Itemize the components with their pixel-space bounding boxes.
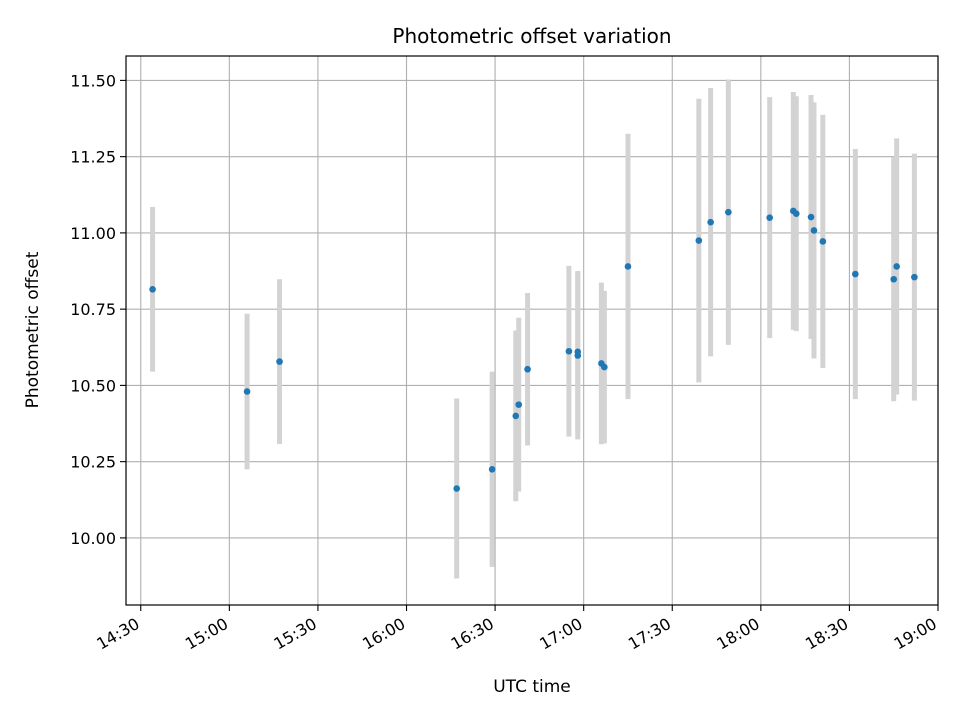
grid <box>126 56 939 605</box>
data-point <box>453 485 461 492</box>
data-point <box>852 270 859 278</box>
x-tick-label: 17:30 <box>625 614 674 654</box>
y-tick-label: 11.50 <box>70 71 116 90</box>
x-tick-label: 17:00 <box>536 614 585 654</box>
data-point <box>707 218 714 226</box>
data-point <box>807 213 815 221</box>
data-point <box>524 365 531 373</box>
y-tick-label: 10.00 <box>70 529 116 548</box>
data-point <box>893 263 900 270</box>
errorbars <box>150 79 917 579</box>
x-tick-label: 19:00 <box>891 614 940 654</box>
x-tick-label: 16:00 <box>359 614 408 654</box>
data-point <box>911 273 918 281</box>
data-point <box>149 286 156 293</box>
data-point <box>488 465 496 473</box>
data-point <box>565 347 573 355</box>
y-tick-label: 11.00 <box>70 224 116 243</box>
data-point <box>512 412 520 420</box>
data-points <box>149 207 918 492</box>
data-point <box>624 263 632 270</box>
x-tick-label: 15:30 <box>270 614 319 654</box>
y-tick-label: 10.25 <box>70 453 116 472</box>
data-point <box>695 237 703 244</box>
data-point <box>601 363 608 371</box>
data-point <box>890 275 898 283</box>
data-point <box>243 388 251 395</box>
data-point <box>515 401 523 408</box>
data-point <box>276 358 283 365</box>
plot-frame <box>125 55 939 606</box>
x-axis-label: UTC time <box>493 677 571 697</box>
x-tick-label: 16:30 <box>448 614 497 654</box>
data-point <box>725 208 732 216</box>
data-point <box>792 210 800 217</box>
x-tick-label: 18:30 <box>802 614 851 654</box>
data-point <box>574 348 582 356</box>
y-tick-label: 11.25 <box>70 148 116 167</box>
x-tick-label: 18:00 <box>713 614 762 654</box>
y-tick-label: 10.75 <box>70 300 116 319</box>
y-tick-label: 10.50 <box>70 376 116 395</box>
x-tick-label: 14:30 <box>93 614 142 654</box>
x-tick-label: 15:00 <box>182 614 231 654</box>
chart-title: Photometric offset variation <box>392 24 671 48</box>
x-axis-ticks: 14:30 15:00 15:30 16:00 16:30 17:00 17:30 18:00… <box>93 605 940 654</box>
data-point <box>810 227 818 234</box>
data-point <box>766 214 773 221</box>
data-point <box>819 238 827 245</box>
y-axis-label: Photometric offset <box>23 251 43 408</box>
y-axis-ticks: 10.00 10.25 10.50 10.75 11.00 11.25 11.50 <box>70 71 126 548</box>
